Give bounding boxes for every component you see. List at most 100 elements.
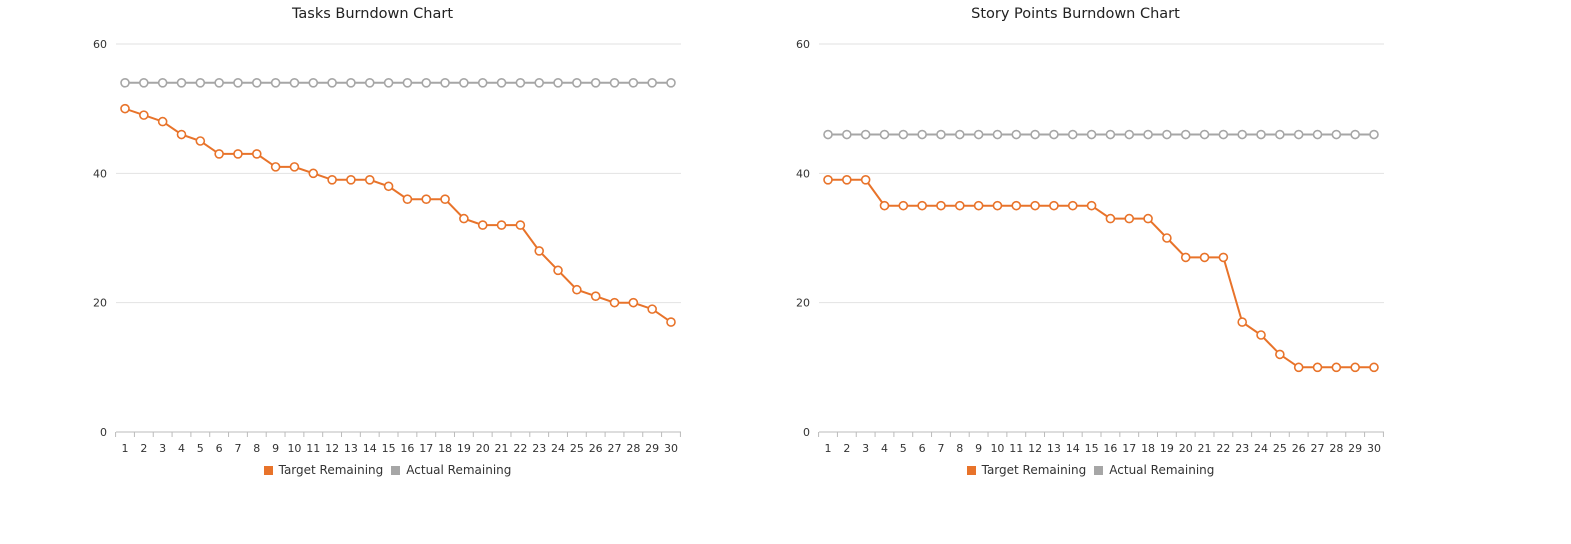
chart-legend: Target Remaining Actual Remaining: [703, 463, 1478, 477]
data-point: [327, 78, 337, 88]
legend-swatch-icon: [263, 465, 273, 475]
data-point: [1030, 129, 1040, 140]
x-tick-label: 25: [1273, 442, 1287, 455]
data-point: [879, 200, 890, 211]
data-point: [270, 78, 281, 88]
data-point: [496, 220, 507, 230]
x-tick-label: 22: [513, 442, 527, 455]
x-tick-label: 29: [1348, 442, 1362, 455]
x-tick-label: 18: [438, 442, 452, 455]
x-tick-label: 16: [1103, 442, 1117, 455]
data-point: [823, 129, 833, 140]
data-point: [898, 129, 909, 140]
x-tick-label: 9: [272, 442, 279, 455]
data-point: [120, 103, 130, 114]
x-tick-label: 12: [1028, 442, 1042, 455]
data-point: [364, 175, 375, 185]
data-point: [1350, 129, 1360, 140]
data-point: [553, 78, 563, 88]
data-point: [1293, 362, 1304, 373]
x-tick-label: 7: [937, 442, 944, 455]
data-point: [1086, 200, 1097, 211]
legend-item-actual[interactable]: Actual Remaining: [1094, 463, 1214, 477]
data-point: [1180, 252, 1191, 263]
x-tick-label: 28: [626, 442, 640, 455]
data-point: [992, 129, 1003, 140]
legend-item-actual[interactable]: Actual Remaining: [391, 463, 511, 477]
data-point: [1369, 362, 1379, 373]
x-tick-label: 11: [1009, 442, 1023, 455]
x-tick-label: 14: [1066, 442, 1080, 455]
data-point: [1011, 129, 1022, 140]
data-point: [1237, 129, 1248, 140]
data-point: [1124, 213, 1135, 224]
x-tick-label: 25: [570, 442, 584, 455]
x-tick-label: 11: [306, 442, 320, 455]
data-point: [1256, 129, 1266, 140]
data-point: [1293, 129, 1304, 140]
chart-title: Tasks Burndown Chart: [291, 6, 454, 22]
data-point: [647, 78, 657, 88]
x-tick-label: 4: [178, 442, 185, 455]
x-tick-label: 23: [532, 442, 546, 455]
data-point: [917, 129, 927, 140]
data-point: [842, 129, 852, 140]
legend-swatch-icon: [391, 465, 401, 475]
data-point: [973, 129, 984, 140]
data-point: [1312, 129, 1323, 140]
data-point: [364, 78, 375, 88]
data-point: [440, 194, 450, 204]
legend-label: Target Remaining: [278, 463, 384, 477]
data-point: [954, 200, 965, 211]
x-tick-label: 15: [382, 442, 396, 455]
x-tick-label: 10: [990, 442, 1004, 455]
data-point: [1049, 129, 1059, 140]
legend-item-target[interactable]: Target Remaining: [263, 463, 384, 477]
chart-legend: Target Remaining Actual Remaining: [0, 463, 775, 477]
data-point: [176, 129, 187, 140]
x-tick-label: 30: [1367, 442, 1381, 455]
data-point: [440, 78, 450, 88]
data-point: [609, 78, 620, 88]
data-point: [666, 78, 676, 88]
x-tick-label: 6: [919, 442, 926, 455]
data-point: [1067, 129, 1078, 140]
data-point: [289, 162, 300, 172]
data-point: [572, 78, 582, 88]
data-point: [459, 213, 469, 224]
x-tick-label: 28: [1329, 442, 1343, 455]
y-tick-label: 40: [93, 167, 107, 180]
y-tick-label: 20: [93, 297, 107, 310]
x-tick-label: 5: [900, 442, 907, 455]
data-point: [1105, 129, 1116, 140]
x-tick-label: 19: [457, 442, 471, 455]
data-point: [1030, 200, 1040, 211]
data-point: [157, 78, 168, 88]
data-point: [251, 149, 262, 159]
x-tick-label: 10: [287, 442, 301, 455]
data-point: [1218, 252, 1229, 263]
data-point: [992, 200, 1003, 211]
series-line: [828, 178, 1374, 369]
x-tick-label: 13: [1047, 442, 1061, 455]
data-point: [120, 78, 130, 88]
data-point: [1067, 200, 1078, 211]
data-point: [477, 220, 488, 230]
data-point: [1105, 213, 1116, 224]
data-point: [1011, 200, 1022, 211]
data-point: [647, 304, 657, 314]
legend-item-target[interactable]: Target Remaining: [966, 463, 1087, 477]
data-point: [139, 78, 149, 88]
x-tick-label: 23: [1235, 442, 1249, 455]
data-point: [1275, 129, 1285, 140]
data-point: [534, 246, 545, 256]
chart-title: Story Points Burndown Chart: [971, 6, 1180, 22]
data-point: [1237, 317, 1248, 327]
data-point: [214, 78, 224, 88]
y-tick-label: 0: [803, 426, 810, 439]
series-line: [124, 107, 672, 323]
legend-label: Target Remaining: [981, 463, 1087, 477]
data-point: [954, 129, 965, 140]
